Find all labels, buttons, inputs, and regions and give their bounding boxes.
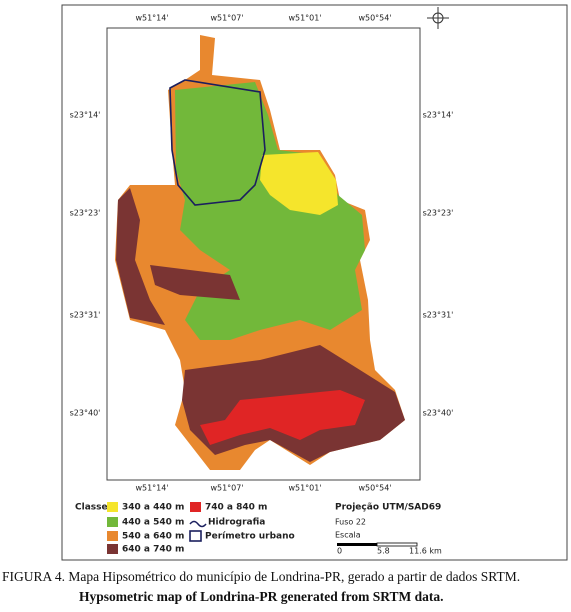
projection-title: Projeção UTM/SAD69 [335, 503, 441, 513]
outer-frame [61, 4, 568, 561]
legend-swatch [107, 544, 118, 554]
legend-label: Hidrografia [208, 518, 265, 528]
hydro-symbol [189, 520, 207, 528]
projection-zone: Fuso 22 [335, 518, 366, 527]
map [115, 35, 405, 470]
coord-label: w51°07' [210, 484, 243, 493]
caption-pt: FIGURA 4. Mapa Hipsométrico do município… [2, 569, 520, 584]
coord-label: s23°40' [423, 409, 454, 418]
region [200, 390, 365, 445]
scale-tick: 0 [337, 547, 342, 556]
legend-label: 540 a 640 m [122, 532, 184, 542]
legend-swatch [190, 502, 201, 512]
legend-label: 740 a 840 m [205, 503, 267, 513]
coord-label: s23°40' [70, 409, 101, 418]
coord-label: w50°54' [358, 484, 391, 493]
coord-label: s23°31' [423, 311, 454, 320]
scale-tick: 11.6 km [409, 547, 442, 556]
map-frame [106, 27, 421, 481]
perimeter-symbol [189, 530, 202, 542]
coord-label: w51°01' [288, 484, 321, 493]
scale-bar [337, 543, 377, 546]
legend-label: 640 a 740 m [122, 545, 184, 555]
legend-label: Perímetro urbano [205, 532, 295, 542]
coord-label: s23°14' [70, 111, 101, 120]
coord-label: s23°23' [423, 209, 454, 218]
coord-label: s23°23' [70, 209, 101, 218]
coord-label: w51°14' [135, 484, 168, 493]
region [116, 188, 165, 325]
caption-en: Hypsometric map of Londrina-PR generated… [79, 589, 444, 604]
scale-bar [376, 542, 418, 547]
legend-swatch [107, 517, 118, 527]
legend-label: 440 a 540 m [122, 518, 184, 528]
legend-swatch [107, 531, 118, 541]
region [150, 265, 240, 300]
scale-tick: 5.8 [377, 547, 390, 556]
legend-title: Classes: [75, 503, 117, 513]
coord-label: s23°31' [70, 311, 101, 320]
compass [427, 7, 449, 29]
legend-swatch [107, 502, 118, 512]
coord-label: w50°54' [358, 14, 391, 23]
coord-label: w51°01' [288, 14, 321, 23]
region [260, 152, 338, 215]
coord-label: w51°07' [210, 14, 243, 23]
coord-label: w51°14' [135, 14, 168, 23]
legend-label: 340 a 440 m [122, 503, 184, 513]
urban-perimeter [169, 79, 266, 206]
coord-label: s23°14' [423, 111, 454, 120]
scale-label: Escala [335, 531, 361, 540]
